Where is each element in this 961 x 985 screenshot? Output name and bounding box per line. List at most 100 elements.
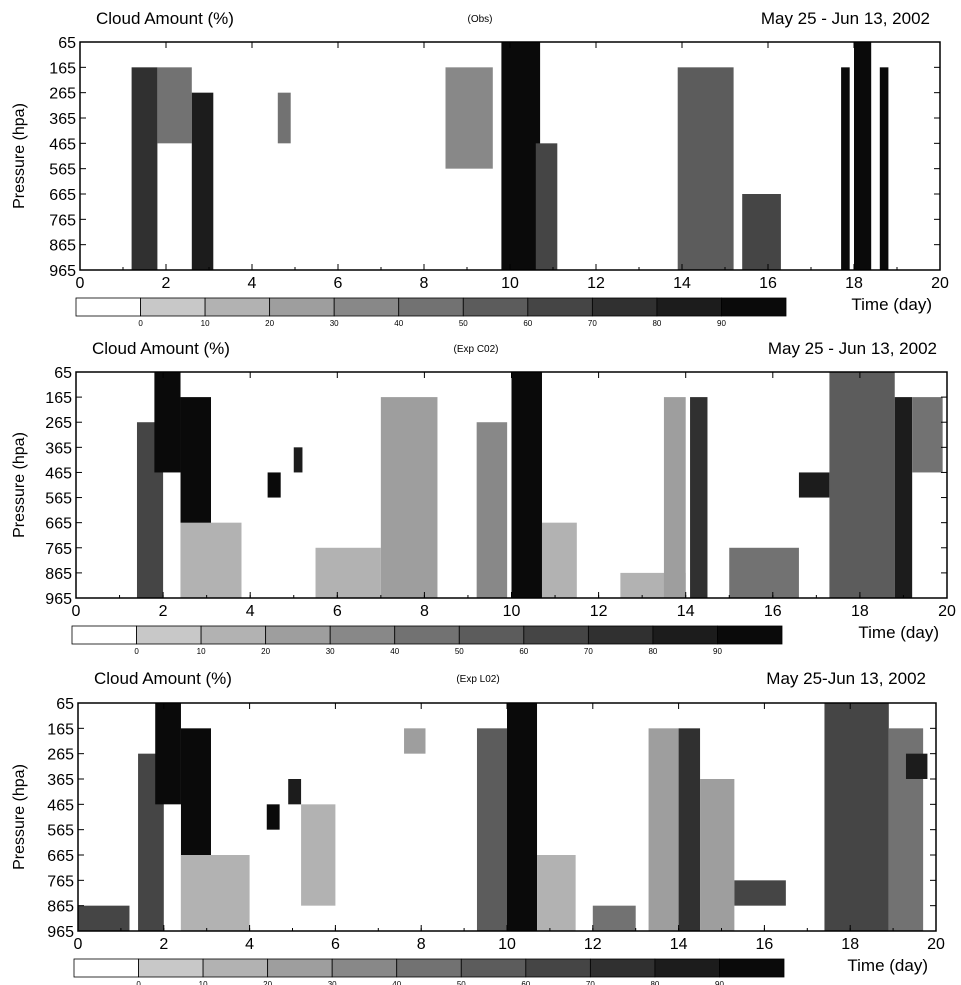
x-tick-label: 18: [851, 603, 869, 620]
colorbar-tick-label: 60: [523, 319, 532, 328]
y-tick-label: 865: [47, 899, 74, 916]
y-tick-label: 965: [47, 924, 74, 941]
y-tick-label: 665: [49, 187, 76, 204]
cloud-cell: [677, 67, 734, 270]
colorbar-swatch: [523, 625, 589, 645]
x-tick-label: 16: [756, 936, 774, 953]
colorbar-tick-label: 50: [455, 647, 464, 656]
y-tick-label: 365: [47, 772, 74, 789]
x-tick-label: 20: [931, 275, 949, 292]
cloud-cell: [301, 804, 336, 906]
cloud-cell: [824, 703, 889, 931]
cloud-cell: [663, 397, 686, 598]
cloud-cell: [266, 804, 280, 830]
colorbar-tick-label: 80: [648, 647, 657, 656]
y-tick-label: 765: [45, 541, 72, 558]
colorbar-swatch: [721, 297, 787, 317]
x-tick-label: 14: [673, 275, 691, 292]
chart-title: Cloud Amount (%): [94, 669, 232, 688]
colorbar-swatch: [331, 958, 398, 978]
cloud-cell: [380, 397, 438, 598]
x-axis-label: Time (day): [851, 295, 932, 314]
y-tick-label: 65: [58, 35, 76, 52]
chart-panel-1: Cloud Amount (%) (Obs) May 25 - Jun 13, 20…: [11, 9, 949, 328]
cloud-cell: [288, 779, 302, 805]
colorbar-tick-label: 70: [588, 319, 597, 328]
colorbar: 0 10 20 30 40 50 60 70 80 90: [75, 297, 787, 328]
cloud-cell: [155, 703, 181, 805]
colorbar-swatch: [265, 625, 331, 645]
cloud-cell: [180, 855, 250, 931]
colorbar-swatch: [525, 958, 591, 978]
cloud-cell: [798, 472, 830, 498]
x-tick-label: 18: [841, 936, 859, 953]
y-tick-label: 365: [45, 440, 72, 457]
colorbar-swatch: [138, 958, 204, 978]
x-tick-label: 18: [845, 275, 863, 292]
x-tick-label: 8: [420, 275, 429, 292]
colorbar-tick-label: 40: [394, 319, 403, 328]
colorbar-swatch: [136, 625, 202, 645]
cloud-cell: [277, 92, 291, 144]
colorbar-tick-label: 40: [390, 647, 399, 656]
x-tick-label: 12: [584, 936, 602, 953]
colorbar-swatch: [204, 297, 271, 317]
cloud-cell: [501, 42, 541, 270]
cloud-cell: [678, 728, 701, 931]
x-tick-label: 2: [162, 275, 171, 292]
colorbar-tick-label: 70: [586, 980, 595, 985]
cloud-cell: [894, 397, 913, 598]
colorbar-tick-label: 60: [521, 980, 530, 985]
chart-date-range: May 25 - Jun 13, 2002: [761, 9, 930, 28]
y-tick-label: 965: [49, 263, 76, 280]
y-tick-label: 165: [49, 60, 76, 77]
colorbar-swatch: [75, 297, 141, 317]
x-tick-label: 6: [334, 275, 343, 292]
colorbar-swatch: [589, 958, 656, 978]
x-tick-label: 0: [74, 936, 83, 953]
x-tick-label: 20: [938, 603, 956, 620]
cloud-cell: [476, 728, 507, 931]
colorbar-swatch: [591, 297, 658, 317]
colorbar-tick-label: 10: [199, 980, 208, 985]
cloud-cell: [191, 92, 214, 271]
cloud-cell: [648, 728, 679, 931]
cloud-cell: [157, 67, 192, 144]
y-tick-label: 465: [49, 136, 76, 153]
data-cells: [78, 703, 928, 931]
cloud-cell: [829, 372, 895, 598]
cloud-cell: [476, 422, 508, 598]
x-tick-label: 16: [764, 603, 782, 620]
chart-title: Cloud Amount (%): [96, 9, 234, 28]
y-tick-label: 865: [49, 238, 76, 255]
colorbar-swatch: [654, 958, 720, 978]
cloud-cell: [131, 67, 158, 270]
y-tick-label: 765: [47, 873, 74, 890]
colorbar-tick-label: 70: [584, 647, 593, 656]
colorbar-swatch: [717, 625, 783, 645]
y-tick-label: 665: [45, 516, 72, 533]
colorbar-tick-label: 30: [330, 319, 339, 328]
cloud-cell: [905, 753, 928, 779]
x-tick-label: 4: [245, 936, 254, 953]
colorbar-swatch: [71, 625, 137, 645]
cloud-cell: [267, 472, 281, 498]
cloud-cell: [854, 42, 872, 270]
y-tick-label: 865: [45, 566, 72, 583]
colorbar-swatch: [202, 958, 269, 978]
colorbar-tick-label: 20: [265, 319, 274, 328]
y-axis-label: Pressure (hpa): [11, 103, 28, 209]
y-tick-label: 365: [49, 111, 76, 128]
x-tick-label: 16: [759, 275, 777, 292]
cloud-cell: [315, 547, 381, 598]
y-tick-label: 265: [49, 86, 76, 103]
colorbar-tick-label: 90: [717, 319, 726, 328]
colorbar-swatch: [329, 625, 396, 645]
cloud-cell: [690, 397, 708, 598]
colorbar-tick-label: 50: [457, 980, 466, 985]
y-tick-label: 265: [47, 747, 74, 764]
y-tick-label: 565: [45, 491, 72, 508]
colorbar-swatch: [73, 958, 139, 978]
colorbar-tick-label: 20: [263, 980, 272, 985]
